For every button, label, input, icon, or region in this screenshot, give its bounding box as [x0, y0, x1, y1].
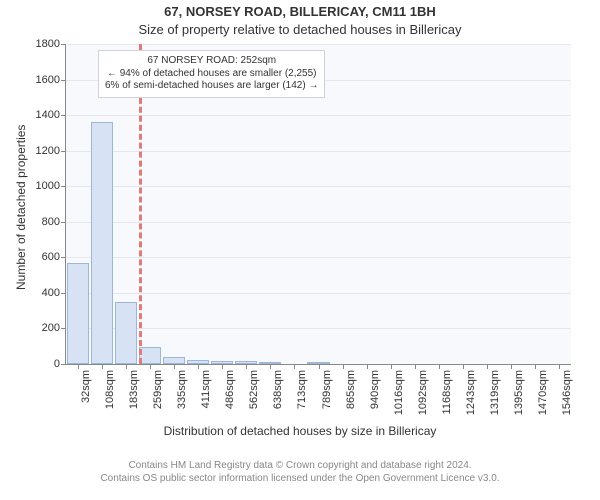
histogram-bar — [115, 302, 137, 364]
annotation-line: 6% of semi-detached houses are larger (1… — [105, 80, 318, 93]
title-line-1: 67, NORSEY ROAD, BILLERICAY, CM11 1BH — [0, 4, 600, 19]
x-tick-mark — [511, 364, 512, 369]
x-tick-mark — [319, 364, 320, 369]
x-tick-mark — [246, 364, 247, 369]
x-tick-label: 713sqm — [296, 370, 308, 409]
x-tick-label: 1470sqm — [537, 370, 549, 415]
y-tick-label: 1800 — [36, 38, 60, 50]
x-tick-mark — [270, 364, 271, 369]
x-tick-mark — [559, 364, 560, 369]
x-tick-label: 1092sqm — [417, 370, 429, 415]
y-tick-label: 0 — [54, 358, 60, 370]
x-tick-mark — [102, 364, 103, 369]
footer-line: Contains HM Land Registry data © Crown c… — [0, 460, 600, 473]
y-tick-mark — [61, 222, 66, 223]
x-tick-mark — [487, 364, 488, 369]
x-tick-label: 789sqm — [321, 370, 333, 409]
y-tick-label: 400 — [42, 287, 60, 299]
annotation-box: 67 NORSEY ROAD: 252sqm← 94% of detached … — [98, 50, 325, 98]
x-tick-mark — [126, 364, 127, 369]
x-tick-mark — [463, 364, 464, 369]
y-tick-mark — [61, 151, 66, 152]
y-tick-label: 800 — [42, 216, 60, 228]
x-tick-mark — [150, 364, 151, 369]
y-tick-mark — [61, 115, 66, 116]
x-tick-label: 259sqm — [152, 370, 164, 409]
x-tick-label: 865sqm — [345, 370, 357, 409]
footer-attribution: Contains HM Land Registry data © Crown c… — [0, 460, 600, 485]
y-tick-label: 600 — [42, 251, 60, 263]
annotation-line: ← 94% of detached houses are smaller (2,… — [105, 68, 318, 81]
y-tick-mark — [61, 293, 66, 294]
x-tick-mark — [294, 364, 295, 369]
histogram-bar — [163, 357, 185, 364]
annotation-line: 67 NORSEY ROAD: 252sqm — [105, 55, 318, 68]
y-tick-label: 1600 — [36, 74, 60, 86]
footer-line: Contains OS public sector information li… — [0, 473, 600, 486]
y-tick-label: 1200 — [36, 145, 60, 157]
x-tick-label: 1016sqm — [393, 370, 405, 415]
x-tick-mark — [343, 364, 344, 369]
x-tick-label: 183sqm — [128, 370, 140, 409]
y-axis-label: Number of detached properties — [14, 125, 28, 290]
x-tick-label: 335sqm — [176, 370, 188, 409]
y-tick-mark — [61, 364, 66, 365]
x-tick-mark — [222, 364, 223, 369]
x-tick-label: 108sqm — [104, 370, 116, 409]
chart-plot-area: 67 NORSEY ROAD: 252sqm← 94% of detached … — [65, 44, 571, 365]
x-tick-mark — [391, 364, 392, 369]
x-tick-label: 562sqm — [248, 370, 260, 409]
histogram-bar — [139, 347, 161, 364]
x-tick-mark — [439, 364, 440, 369]
x-tick-mark — [78, 364, 79, 369]
x-tick-label: 1243sqm — [465, 370, 477, 415]
y-tick-label: 200 — [42, 322, 60, 334]
x-tick-label: 1395sqm — [513, 370, 525, 415]
x-tick-label: 1168sqm — [441, 370, 453, 414]
x-tick-mark — [415, 364, 416, 369]
x-tick-mark — [198, 364, 199, 369]
y-tick-label: 1000 — [36, 180, 60, 192]
histogram-bar — [91, 122, 113, 364]
x-tick-mark — [535, 364, 536, 369]
y-tick-mark — [61, 80, 66, 81]
y-tick-mark — [61, 186, 66, 187]
x-tick-label: 638sqm — [272, 370, 284, 409]
title-line-2: Size of property relative to detached ho… — [0, 22, 600, 37]
y-tick-mark — [61, 257, 66, 258]
x-tick-mark — [174, 364, 175, 369]
y-tick-mark — [61, 328, 66, 329]
x-tick-label: 411sqm — [200, 370, 212, 408]
x-tick-label: 32sqm — [80, 370, 92, 403]
x-axis-label: Distribution of detached houses by size … — [0, 424, 600, 438]
x-tick-label: 1319sqm — [489, 370, 501, 415]
x-tick-label: 486sqm — [224, 370, 236, 409]
x-tick-label: 1546sqm — [561, 370, 573, 415]
x-tick-label: 940sqm — [369, 370, 381, 409]
y-tick-mark — [61, 44, 66, 45]
x-tick-mark — [367, 364, 368, 369]
y-tick-label: 1400 — [36, 109, 60, 121]
histogram-bar — [67, 263, 89, 364]
